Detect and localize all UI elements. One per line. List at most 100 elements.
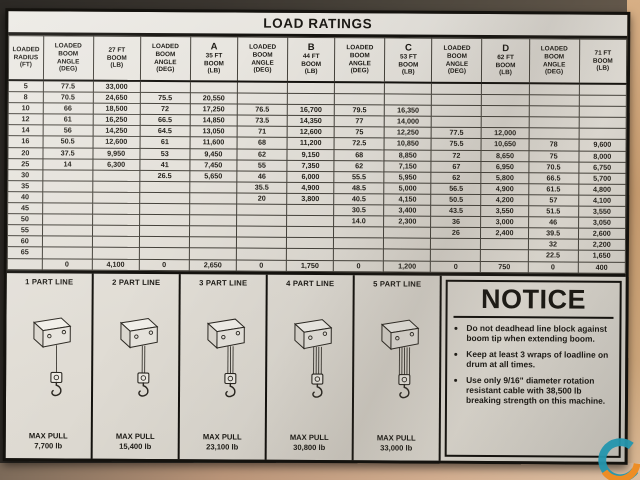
column-header: C 53 FT BOOM (LB) — [384, 37, 433, 83]
value-cell: 9,150 — [286, 148, 335, 161]
value-cell — [139, 181, 190, 193]
notice-title: NOTICE — [481, 283, 587, 315]
value-cell: 77 — [334, 115, 385, 128]
value-cell: 20,550 — [190, 92, 238, 105]
value-cell: 2,600 — [578, 228, 626, 240]
value-cell — [578, 83, 627, 96]
value-cell: 0 — [333, 260, 384, 272]
value-cell: 5,700 — [578, 172, 626, 185]
value-cell: 8,650 — [481, 150, 529, 162]
part-line-label: 5 PART LINE — [373, 278, 422, 289]
value-cell: 56 — [42, 125, 93, 137]
value-cell — [42, 180, 93, 193]
column-letter: B — [307, 41, 315, 53]
value-cell — [139, 203, 190, 215]
value-cell — [92, 180, 140, 193]
value-cell: 77.5 — [431, 127, 482, 139]
boom-tip-hook-drawing — [206, 318, 245, 397]
boom-tip-hook-drawing — [119, 317, 158, 397]
value-cell: 41 — [139, 159, 190, 171]
value-cell — [189, 237, 237, 249]
value-cell: 8,000 — [578, 150, 627, 163]
value-cell: 66.5 — [140, 114, 190, 127]
value-cell: 4,800 — [578, 183, 626, 196]
value-cell: 4,100 — [91, 258, 140, 271]
value-cell: 3,050 — [578, 217, 626, 229]
value-cell — [190, 81, 238, 94]
value-cell — [383, 249, 431, 261]
value-cell: 33,000 — [92, 80, 141, 93]
value-cell: 1,200 — [383, 260, 431, 272]
value-cell: 37.5 — [42, 147, 93, 159]
value-cell — [92, 214, 140, 226]
value-cell: 10,650 — [481, 138, 529, 151]
value-cell: 70.5 — [42, 91, 93, 104]
notice-divider — [453, 315, 614, 319]
value-cell — [481, 116, 529, 129]
value-cell: 2,650 — [189, 259, 237, 271]
column-letter: A — [210, 41, 218, 53]
value-cell: 72 — [140, 103, 191, 116]
value-cell: 72 — [431, 149, 482, 162]
value-cell: 26.5 — [139, 170, 190, 182]
value-cell — [481, 83, 530, 95]
value-cell: 14 — [42, 158, 93, 170]
value-cell: 5,950 — [383, 171, 432, 184]
value-cell: 72.5 — [334, 138, 385, 150]
value-cell — [578, 95, 627, 107]
value-cell: 18,500 — [92, 103, 141, 115]
value-cell — [287, 93, 335, 105]
value-cell: 62 — [431, 171, 482, 184]
value-cell: 51.5 — [528, 205, 579, 218]
value-cell — [189, 225, 237, 238]
value-cell — [529, 83, 579, 96]
column-header: LOADED BOOM ANGLE (DEG) — [237, 37, 288, 82]
part-line-label: 2 PART LINE — [112, 277, 161, 287]
value-cell: 14,250 — [92, 125, 141, 137]
column-header: A 35 FT BOOM (LB) — [190, 36, 238, 82]
value-cell: 77.5 — [43, 80, 93, 93]
value-cell: 71 — [237, 126, 288, 138]
value-cell: 14.0 — [333, 215, 384, 228]
part-line-panel: 5 PART LINE MAX PULL 33,000 lb — [353, 274, 442, 461]
value-cell — [431, 94, 482, 106]
value-cell — [528, 94, 579, 107]
value-cell — [431, 116, 482, 128]
value-cell — [578, 106, 627, 118]
value-cell: 68 — [237, 137, 288, 149]
value-cell: 14,850 — [189, 115, 238, 127]
value-cell — [236, 215, 287, 227]
value-cell: 4,100 — [578, 195, 626, 207]
value-cell: 39.5 — [528, 228, 579, 240]
value-cell: 16,350 — [384, 105, 432, 117]
table-surface-edge-bottom — [0, 463, 640, 480]
value-cell: 0 — [139, 258, 190, 271]
value-cell: 14,000 — [384, 116, 432, 128]
value-cell — [480, 238, 529, 251]
value-cell: 14,350 — [287, 115, 335, 127]
value-cell: 13,050 — [189, 126, 238, 138]
value-cell — [236, 204, 287, 216]
part-line-panel: 2 PART LINE MAX PULL 15,400 lb — [92, 273, 181, 460]
part-line-panel: 1 PART LINE MAX PULL 7,700 lb — [5, 272, 94, 459]
value-cell: 400 — [577, 261, 626, 273]
radius-cell: 10 — [8, 102, 43, 115]
value-cell: 1,750 — [286, 259, 334, 272]
value-cell: 68 — [334, 149, 385, 161]
value-cell — [430, 238, 481, 250]
radius-cell: 40 — [7, 191, 43, 203]
value-cell — [333, 237, 384, 250]
boom-tip-hook-drawing — [32, 317, 71, 396]
column-header: LOADED BOOM ANGLE (DEG) — [140, 36, 191, 82]
value-cell: 2,400 — [480, 227, 529, 240]
value-cell: 50.5 — [42, 136, 93, 148]
value-cell: 75.5 — [140, 92, 191, 104]
value-cell — [189, 181, 237, 193]
value-cell: 9,450 — [189, 148, 238, 160]
value-cell: 7,450 — [189, 159, 238, 171]
radius-cell: 55 — [7, 224, 43, 237]
value-cell — [578, 117, 627, 129]
boom-tip-hook-drawing — [293, 318, 332, 398]
column-header: LOADED BOOM ANGLE (DEG) — [334, 37, 385, 83]
